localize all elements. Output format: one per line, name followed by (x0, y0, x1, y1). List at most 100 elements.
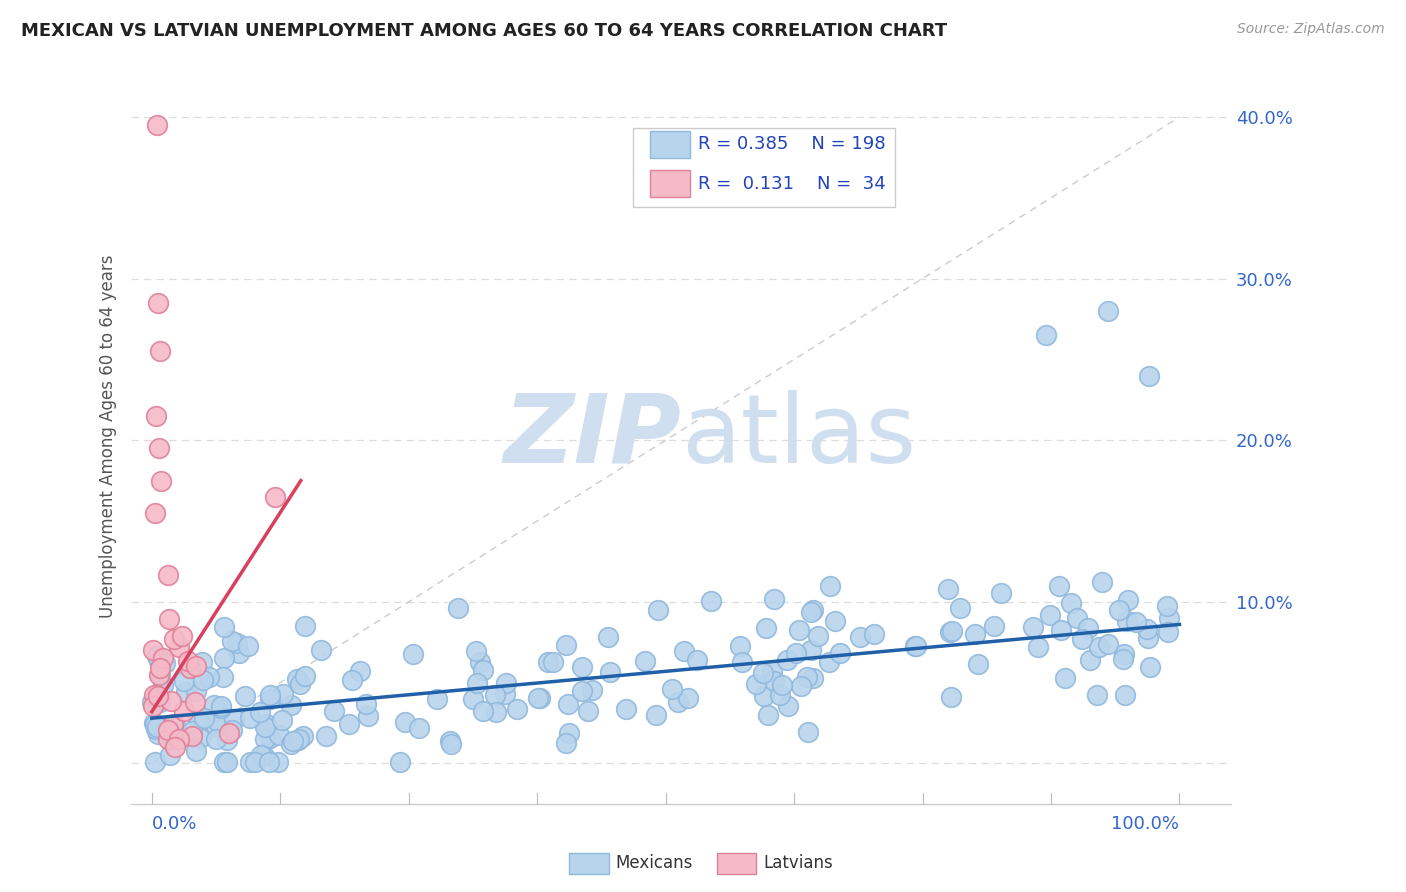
Point (1125, 615, 1147, 629)
Point (1077, 621, 1099, 635)
Point (221, 723, 243, 737)
Point (557, 697, 579, 711)
Point (966, 657, 988, 671)
Point (1159, 611, 1181, 625)
Point (205, 732, 228, 747)
Point (148, 654, 170, 668)
Point (1021, 619, 1043, 633)
Point (214, 619, 236, 633)
Point (787, 623, 810, 637)
Point (160, 694, 183, 708)
Point (184, 683, 207, 698)
Point (465, 644, 488, 658)
Point (176, 654, 198, 668)
Point (800, 643, 823, 657)
Point (148, 442, 170, 456)
Point (149, 695, 172, 709)
Text: R = 0.385    N = 198: R = 0.385 N = 198 (699, 136, 886, 153)
Point (389, 755, 412, 769)
Point (257, 755, 280, 769)
Point (1114, 688, 1136, 702)
Point (471, 704, 494, 718)
Point (776, 653, 799, 667)
Point (146, 118, 169, 132)
Point (1047, 579, 1070, 593)
Point (254, 717, 277, 731)
Text: MEXICAN VS LATVIAN UNEMPLOYMENT AMONG AGES 60 TO 64 YEARS CORRELATION CHART: MEXICAN VS LATVIAN UNEMPLOYMENT AMONG AG… (21, 22, 948, 40)
Point (228, 646, 250, 660)
Point (264, 490, 287, 504)
Point (849, 631, 872, 645)
Point (162, 716, 184, 731)
Point (181, 724, 204, 739)
Point (801, 671, 824, 685)
Point (506, 701, 529, 715)
Point (253, 720, 276, 734)
Point (270, 714, 292, 728)
Point (280, 737, 302, 751)
Point (291, 729, 314, 743)
Point (181, 729, 204, 743)
Point (963, 626, 986, 640)
Point (752, 689, 775, 703)
Point (173, 673, 195, 688)
Point (174, 685, 197, 699)
Point (150, 474, 173, 488)
Point (752, 665, 775, 680)
Point (218, 725, 240, 739)
Point (259, 691, 281, 706)
Point (283, 733, 305, 747)
Y-axis label: Unemployment Among Ages 60 to 64 years: Unemployment Among Ages 60 to 64 years (100, 254, 117, 618)
Text: atlas: atlas (681, 390, 917, 483)
Point (217, 732, 239, 747)
Text: Mexicans: Mexicans (616, 855, 693, 872)
Point (209, 700, 232, 714)
Point (527, 691, 550, 706)
Point (143, 716, 166, 731)
Point (357, 709, 380, 723)
Point (146, 720, 169, 734)
Point (426, 691, 449, 706)
Point (157, 723, 180, 737)
Point (253, 731, 276, 746)
Point (187, 713, 209, 727)
Point (785, 646, 807, 660)
Point (768, 688, 790, 702)
Point (172, 629, 194, 643)
Point (1038, 607, 1060, 622)
Point (1112, 648, 1135, 662)
Point (576, 704, 599, 718)
Point (800, 605, 823, 619)
Point (225, 635, 247, 649)
Point (614, 701, 637, 715)
Point (1136, 631, 1159, 645)
Point (212, 670, 235, 684)
Point (198, 669, 221, 683)
Point (645, 708, 668, 723)
Point (186, 744, 208, 758)
Point (485, 705, 508, 719)
Point (152, 678, 174, 692)
Point (266, 755, 288, 769)
Point (285, 672, 308, 686)
Point (571, 660, 593, 674)
Point (236, 640, 259, 654)
Point (408, 721, 430, 735)
Point (146, 296, 169, 310)
Text: 100.0%: 100.0% (1112, 815, 1180, 833)
Point (212, 755, 235, 769)
Point (1026, 640, 1049, 654)
Point (193, 711, 215, 725)
Text: R =  0.131    N =  34: R = 0.131 N = 34 (699, 175, 886, 193)
Point (141, 695, 163, 709)
Point (797, 725, 820, 739)
Point (271, 687, 294, 701)
Point (1111, 652, 1133, 666)
Point (939, 690, 962, 705)
Point (245, 755, 267, 769)
Point (439, 734, 461, 748)
Point (162, 729, 184, 743)
Point (209, 699, 232, 714)
Point (169, 640, 191, 654)
Point (143, 506, 166, 520)
